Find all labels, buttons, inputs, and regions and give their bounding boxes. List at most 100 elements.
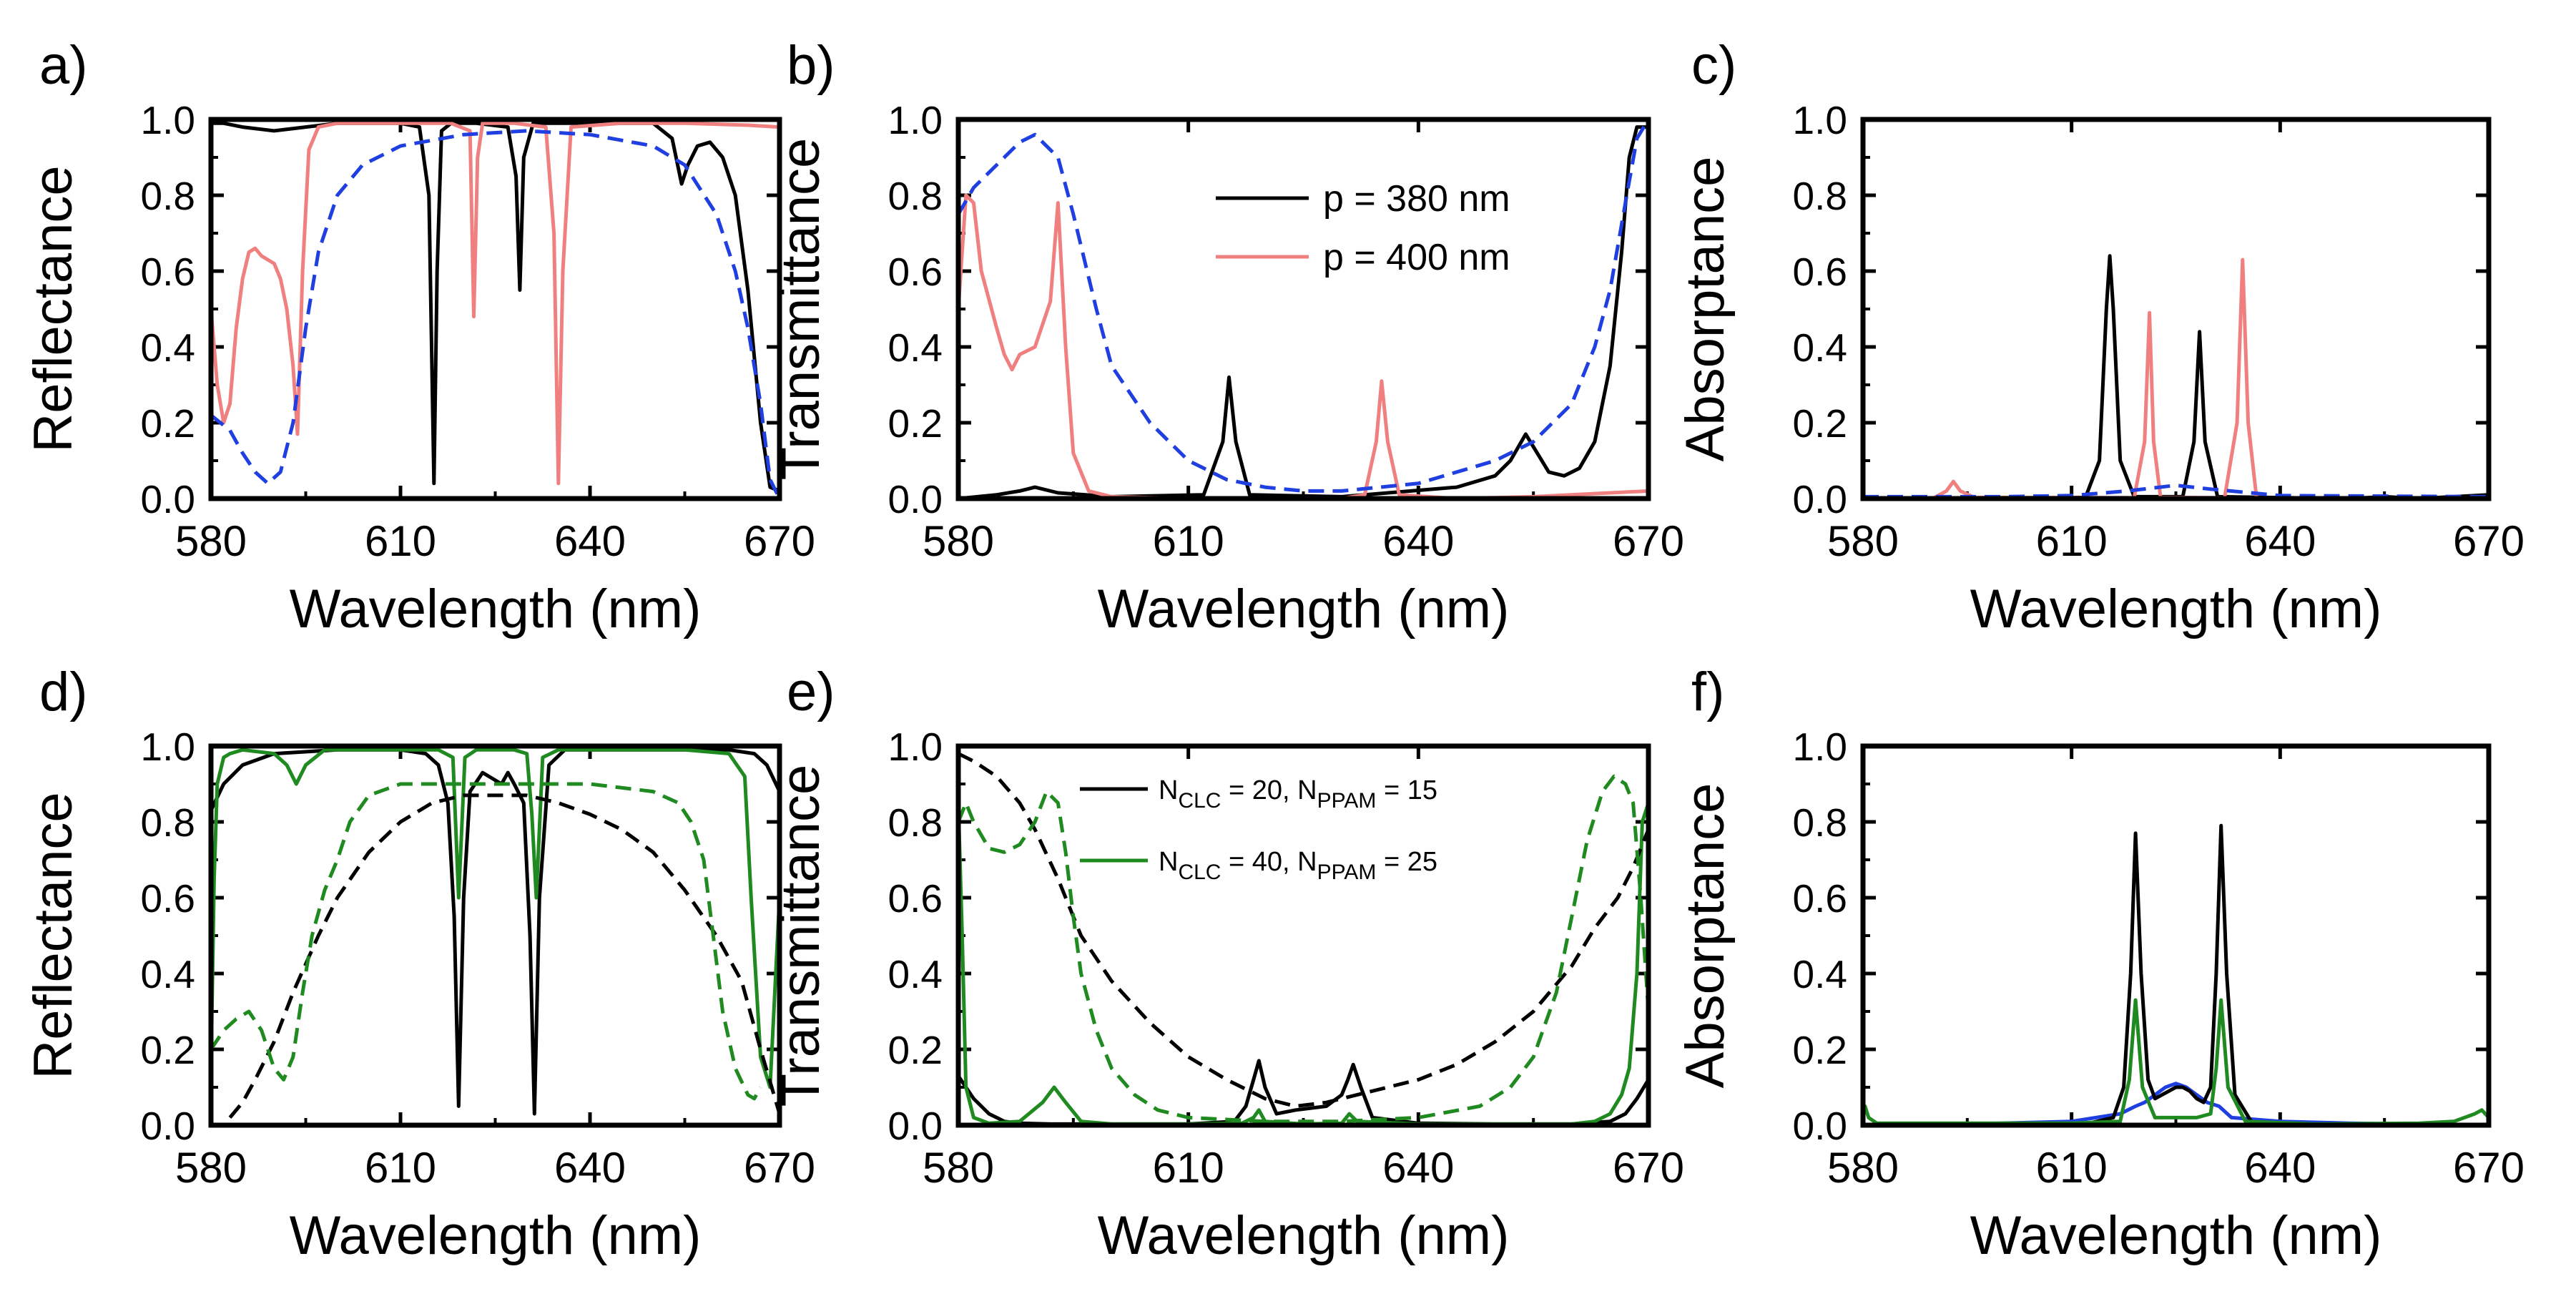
series-line-e-1 — [958, 802, 1648, 1125]
y-tick-label: 0.6 — [141, 250, 195, 294]
y-tick-label: 0.2 — [141, 1028, 195, 1072]
legend-text-mid: = 20, N — [1221, 775, 1317, 805]
x-tick-label: 670 — [2453, 517, 2525, 565]
series-line-d-3 — [211, 782, 762, 1101]
x-tick-label: 610 — [2036, 517, 2108, 565]
y-tick-label: 0.0 — [1793, 1104, 1847, 1148]
y-tick-label: 0.0 — [888, 1104, 943, 1148]
panel-label: a) — [39, 35, 88, 96]
legend-label: p = 380 nm — [1323, 178, 1510, 220]
x-axis-label: Wavelength (nm) — [290, 579, 702, 639]
x-tick-label: 580 — [175, 517, 247, 565]
y-tick-label: 0.4 — [1793, 952, 1847, 996]
x-tick-label: 640 — [1382, 517, 1454, 565]
y-tick-label: 0.8 — [141, 174, 195, 218]
series-line-b-2 — [958, 119, 1648, 493]
x-tick-label: 670 — [744, 517, 815, 565]
panel-label: b) — [787, 35, 835, 96]
y-tick-label: 0.4 — [1793, 325, 1847, 370]
series-line-b-1 — [958, 193, 1648, 499]
y-axis-label: Reflectance — [23, 165, 84, 452]
series-line-a-1 — [211, 121, 780, 486]
y-tick-label: 0.6 — [888, 250, 943, 294]
y-tick-label: 0.2 — [1793, 401, 1847, 446]
y-tick-label: 1.0 — [888, 98, 943, 142]
legend-text-sub2: PPAM — [1317, 861, 1377, 884]
series-line-f-1 — [1863, 823, 2489, 1125]
x-tick-label: 580 — [1827, 517, 1899, 565]
series-line-c-1 — [1863, 258, 2489, 499]
x-tick-label: 610 — [365, 517, 436, 565]
series-line-f-2 — [1863, 998, 2489, 1125]
legend-text-sub2: PPAM — [1317, 789, 1377, 813]
y-tick-label: 0.8 — [1793, 800, 1847, 845]
y-tick-label: 0.6 — [1793, 250, 1847, 294]
x-tick-label: 670 — [744, 1144, 815, 1192]
legend-label: p = 400 nm — [1323, 237, 1510, 278]
x-tick-label: 670 — [1613, 517, 1684, 565]
y-tick-label: 0.4 — [888, 952, 943, 996]
y-tick-label: 1.0 — [888, 725, 943, 769]
y-tick-label: 1.0 — [141, 725, 195, 769]
panel-a: 580 610 640 670 0.0 0.2 0.4 0.6 0.8 1.0 Wavelength… — [23, 35, 815, 639]
panel-label: c) — [1691, 35, 1736, 96]
x-tick-label: 610 — [1153, 1144, 1224, 1192]
series-line-c-0 — [1863, 254, 2489, 499]
y-tick-label: 1.0 — [1793, 98, 1847, 142]
y-tick-label: 0.4 — [888, 325, 943, 370]
plot-frame — [955, 117, 1651, 501]
y-tick-label: 0.6 — [888, 876, 943, 921]
panel-label: d) — [39, 662, 88, 722]
y-tick-label: 0.0 — [141, 477, 195, 521]
legend-label: NCLC = 20, NPPAM = 15 — [1159, 775, 1437, 813]
series-line-e-3 — [958, 774, 1648, 1124]
series-line-e-2 — [958, 752, 1648, 1108]
y-tick-label: 0.0 — [888, 477, 943, 521]
panel-c: 580 610 640 670 0.0 0.2 0.4 0.6 0.8 1.0 Wavelength… — [1675, 35, 2525, 639]
x-axis-label: Wavelength (nm) — [290, 1205, 702, 1266]
x-tick-label: 610 — [2036, 1144, 2108, 1192]
x-axis-label: Wavelength (nm) — [1970, 1205, 2382, 1266]
y-axis-label: Reflectance — [23, 792, 84, 1079]
series-line-d-0 — [211, 747, 780, 1116]
x-tick-label: 640 — [554, 517, 626, 565]
y-tick-label: 0.8 — [1793, 174, 1847, 218]
series-line-e-0 — [958, 1059, 1648, 1125]
y-tick-label: 0.8 — [888, 174, 943, 218]
x-tick-label: 610 — [365, 1144, 436, 1192]
x-tick-label: 580 — [175, 1144, 247, 1192]
y-axis-label: Absorptance — [1675, 783, 1736, 1089]
x-axis-label: Wavelength (nm) — [1098, 1205, 1510, 1266]
legend-text-base: N — [1159, 847, 1178, 877]
plot-frame — [1860, 743, 2492, 1128]
panel-label: f) — [1691, 662, 1724, 722]
series-line-b-0 — [958, 125, 1648, 499]
y-tick-label: 0.2 — [141, 401, 195, 446]
series-line-d-1 — [211, 747, 780, 1089]
legend-text-mid: = 40, N — [1221, 847, 1317, 877]
y-tick-label: 0.4 — [141, 952, 195, 996]
x-tick-label: 640 — [2244, 1144, 2316, 1192]
x-tick-label: 640 — [2244, 517, 2316, 565]
series-line-a-2 — [211, 129, 780, 499]
legend-text-base: N — [1159, 775, 1178, 805]
y-tick-label: 0.2 — [888, 1028, 943, 1072]
y-tick-label: 0.6 — [1793, 876, 1847, 921]
legend-text-tail: = 25 — [1376, 847, 1437, 877]
x-tick-label: 670 — [2453, 1144, 2525, 1192]
y-tick-label: 0.6 — [141, 876, 195, 921]
x-axis-label: Wavelength (nm) — [1970, 579, 2382, 639]
panel-e: 580 610 640 670 0.0 0.2 0.4 0.6 0.8 1.0 Wavelength… — [770, 662, 1684, 1266]
x-tick-label: 580 — [923, 1144, 994, 1192]
x-tick-label: 670 — [1613, 1144, 1684, 1192]
x-tick-label: 640 — [554, 1144, 626, 1192]
x-tick-label: 580 — [923, 517, 994, 565]
y-tick-label: 1.0 — [141, 98, 195, 142]
y-tick-label: 0.0 — [1793, 477, 1847, 521]
panel-b: 580 610 640 670 0.0 0.2 0.4 0.6 0.8 1.0 Wavelength… — [770, 35, 1684, 639]
legend-text-tail: = 15 — [1376, 775, 1437, 805]
x-axis-label: Wavelength (nm) — [1098, 579, 1510, 639]
y-axis-label: Transmittance — [770, 138, 831, 481]
legend-label: NCLC = 40, NPPAM = 25 — [1159, 847, 1437, 884]
